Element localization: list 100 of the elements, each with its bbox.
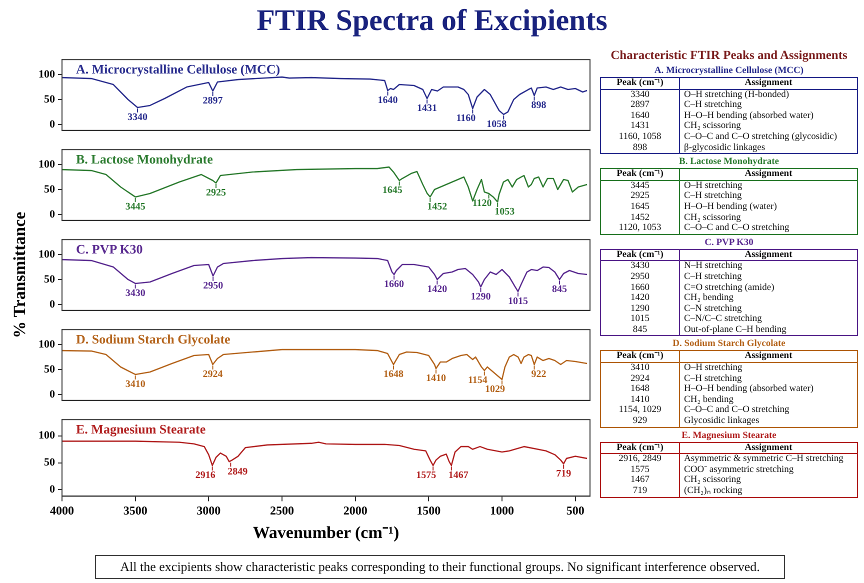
annotation: 1058: [486, 119, 507, 130]
category-label: 929: [600, 416, 680, 428]
category-label: 1467: [600, 475, 680, 486]
text: CH₂ scissoring: [683, 475, 742, 486]
text: Peak (cm⁻¹): [600, 442, 680, 454]
text: All the excipients show characteristic peaks corresponding to their functional groups. No significant interference observed.: [95, 555, 785, 579]
text: C–H stretching: [683, 374, 743, 384]
category-label: 1154, 1029: [600, 405, 680, 416]
annotation: 898: [531, 100, 546, 112]
text: C–O–C and C–O stretching: [683, 405, 790, 416]
y-tick-label: 50: [44, 456, 56, 469]
annotation: 2924: [202, 369, 223, 380]
text: COO⁻ asymmetric stretching: [683, 464, 795, 476]
text: A. Microcrystalline Cellulose (MCC): [653, 66, 805, 76]
text: CH₂ bending: [683, 293, 734, 304]
annotation: 1420: [427, 284, 448, 296]
annotation: 1160: [456, 113, 476, 124]
annotation: 1290: [470, 292, 491, 303]
text: Peak (cm⁻¹): [600, 249, 680, 261]
text: C–H stretching: [683, 272, 743, 282]
text: H–O–H bending (absorbed water): [683, 384, 815, 395]
annotation: 1154: [468, 375, 488, 386]
x-axis-title: Wavenumber (cm⁻¹): [252, 523, 400, 542]
category-label: 3340: [600, 89, 680, 100]
text: C–O–C and C–O stretching (glycosidic): [683, 132, 838, 143]
annotation: 1053: [494, 206, 515, 218]
y-tick-label: 100: [38, 68, 56, 80]
category-label: 1575: [600, 464, 680, 476]
text: B. Lactose Monohydrate: [678, 157, 780, 168]
category-label: 1640: [600, 110, 680, 122]
annotation: 1410: [426, 373, 446, 384]
category-label: 1015: [600, 314, 680, 325]
annotation: 3445: [125, 202, 146, 213]
category-label: 1648: [600, 384, 680, 395]
chart-title: E. Magnesium Stearate: [76, 421, 206, 436]
chart-title: A. Microcrystalline Cellulose (MCC): [76, 61, 280, 76]
annotation: 2849: [228, 466, 248, 478]
text: D. Sodium Starch Glycolate: [672, 339, 786, 350]
category-label: 1452: [600, 212, 680, 224]
text: Peak (cm⁻¹): [600, 168, 680, 180]
text: C. PVP K30: [704, 238, 754, 248]
category-label: 1120, 1053: [600, 223, 680, 234]
text: O–H stretching: [683, 362, 744, 374]
text: Assignment: [680, 350, 858, 363]
category-label: 1431: [600, 121, 680, 132]
y-tick-label: 0: [50, 118, 56, 130]
annotation: 2925: [206, 188, 226, 199]
y-tick-label: 100: [38, 430, 56, 442]
annotation: 3410: [125, 379, 146, 390]
annotation: 3430: [125, 288, 146, 300]
y-tick-label: 50: [44, 273, 56, 286]
y-tick-label: 0: [50, 208, 56, 220]
text: E. Magnesium Stearate: [680, 430, 778, 441]
y-tick-label: 0: [50, 388, 56, 400]
text: C–H stretching: [683, 100, 743, 111]
chart-title: D. Sodium Starch Glycolate: [76, 331, 231, 346]
category-label: 3410: [600, 362, 680, 374]
text: CH₂ scissoring: [683, 121, 742, 132]
annotation: 2916: [195, 470, 216, 482]
x-tick-label: 2500: [270, 503, 294, 518]
text: Assignment: [680, 442, 858, 454]
annotation: 1029: [485, 384, 505, 396]
text: C–N/C–C stretching: [683, 314, 763, 325]
text: Assignment: [680, 168, 858, 180]
category-label: 2925: [600, 191, 680, 202]
text: CH₂ bending: [683, 394, 734, 405]
annotation: 1467: [448, 470, 468, 482]
text: Assignment: [680, 249, 858, 261]
y-tick-label: 50: [44, 363, 56, 376]
y-axis-title: % Transmittance: [10, 212, 30, 338]
text: CH₂ scissoring: [683, 212, 742, 223]
annotation: 845: [552, 284, 567, 296]
category-label: 2916, 2849: [600, 454, 680, 465]
text: H–O–H bending (water): [683, 202, 778, 213]
category-label: 2924: [600, 374, 680, 384]
category-label: 1410: [600, 394, 680, 406]
x-tick-label: 500: [566, 503, 584, 518]
text: Characteristic FTIR Peaks and Assignments: [610, 48, 848, 63]
y-tick-label: 50: [44, 183, 56, 196]
annotation: 2950: [203, 280, 224, 292]
annotation: 3340: [128, 112, 148, 124]
category-label: 719: [600, 486, 680, 498]
category-label: 3430: [600, 260, 680, 272]
annotation: 1640: [378, 95, 398, 106]
text: FTIR Spectra of Excipients: [256, 4, 608, 38]
annotation: 1452: [427, 202, 448, 213]
x-tick-label: 1000: [490, 503, 514, 518]
text: N–H stretching: [683, 260, 744, 272]
annotation: 1120: [472, 198, 492, 210]
x-tick-label: 3000: [196, 503, 221, 518]
text: H–O–H bending (absorbed water): [683, 110, 815, 122]
text: O–H stretching: [683, 180, 744, 191]
text: Out-of-plane C–H bending: [683, 324, 788, 336]
category-label: 898: [600, 142, 680, 154]
annotation: 2897: [202, 96, 223, 107]
text: Assignment: [680, 78, 858, 90]
y-tick-label: 50: [44, 93, 56, 106]
text: Asymmetric & symmetric C–H stretching: [683, 454, 844, 465]
annotation: 1575: [416, 470, 436, 482]
category-label: 1160, 1058: [600, 132, 680, 143]
